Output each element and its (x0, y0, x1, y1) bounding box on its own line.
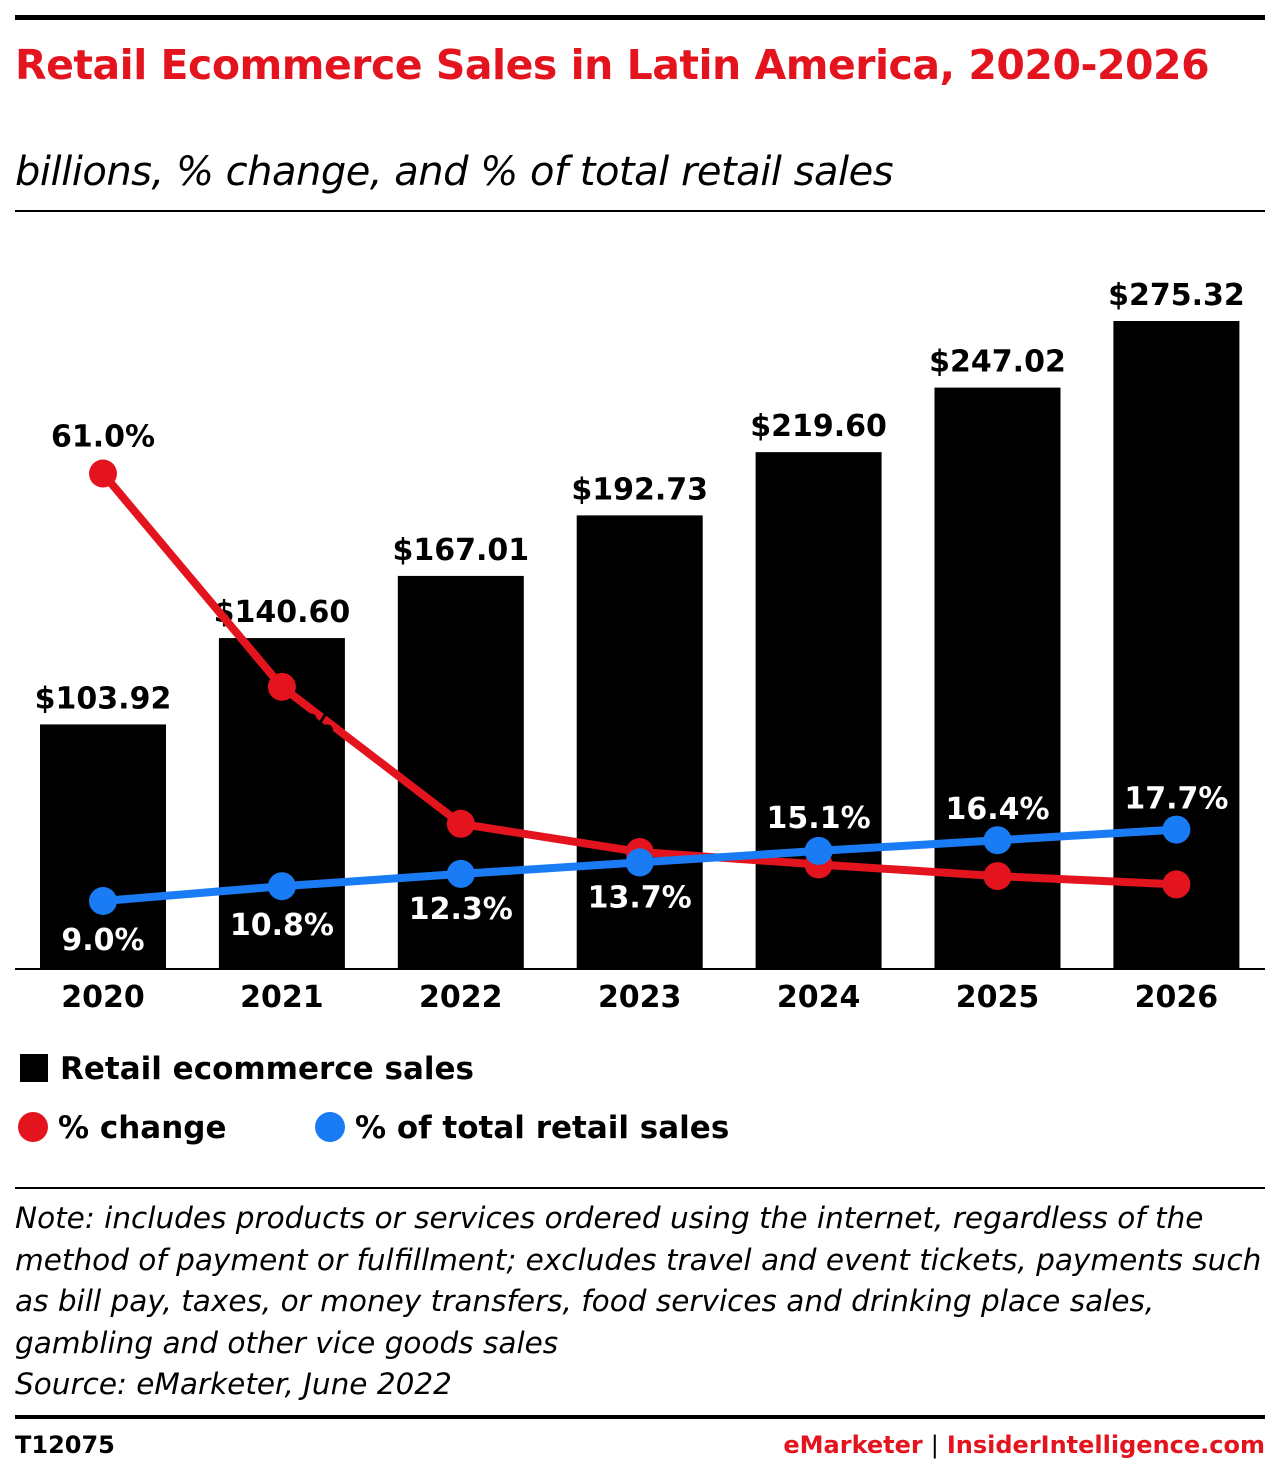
share-label-2022: 12.3% (409, 892, 513, 927)
share-label-2020: 9.0% (61, 923, 144, 958)
legend-share-swatch (315, 1112, 345, 1142)
bar-2022 (397, 575, 524, 969)
change-label-2026: 11.5% (1124, 902, 1228, 937)
chart-title: Retail Ecommerce Sales in Latin America,… (15, 41, 1210, 89)
change-label-2020: 61.0% (51, 420, 155, 455)
share-point-2023 (625, 848, 654, 877)
share-label-2026: 17.7% (1124, 782, 1228, 817)
x-tick-2026: 2026 (1135, 980, 1219, 1015)
change-point-2026 (1162, 870, 1191, 899)
brand-separator: | (930, 1431, 939, 1459)
footer-rule (15, 1415, 1265, 1419)
bar-label-2022: $167.01 (392, 533, 529, 568)
change-label-2023: 15.4% (588, 788, 692, 823)
x-tick-2024: 2024 (777, 980, 861, 1015)
legend-share: % of total retail sales (315, 1108, 729, 1148)
change-point-2022 (446, 809, 475, 838)
bar-label-2025: $247.02 (929, 345, 1066, 380)
share-label-2023: 13.7% (588, 880, 692, 915)
brand-emarketer: eMarketer (783, 1431, 923, 1459)
bar-2020 (40, 724, 166, 969)
legend-change-label: % change (58, 1110, 227, 1146)
x-tick-2025: 2025 (956, 980, 1040, 1015)
bar-2024 (755, 452, 882, 969)
legend-sales-label: Retail ecommerce sales (60, 1051, 474, 1087)
share-label-2025: 16.4% (945, 792, 1049, 827)
share-point-2020 (89, 887, 117, 915)
top-rule (15, 15, 1265, 20)
x-tick-2021: 2021 (240, 980, 324, 1015)
bar-label-2023: $192.73 (571, 472, 708, 507)
footnote: Note: includes products or services orde… (15, 1198, 1265, 1406)
combo-chart: $103.92 $140.60 $167.01 $192.73 $219.60 $247.… (15, 278, 1265, 1015)
change-point-2020 (89, 459, 117, 488)
change-label-2025: 12.5% (945, 894, 1049, 929)
legend-change-swatch (18, 1112, 48, 1142)
change-label-2022: 18.8% (409, 754, 513, 789)
share-point-2025 (983, 826, 1012, 855)
chart-id: T12075 (15, 1431, 115, 1459)
x-tick-2020: 2020 (61, 980, 145, 1015)
bar-2023 (576, 515, 703, 969)
legend-sales-swatch (20, 1054, 48, 1082)
bar-label-2026: $275.32 (1108, 278, 1245, 313)
note-divider (15, 1187, 1265, 1189)
share-label-2021: 10.8% (230, 908, 334, 943)
brand-insider-intelligence: InsiderIntelligence.com (946, 1431, 1265, 1459)
bar-label-2021: $140.60 (214, 595, 351, 630)
note-text: Note: includes products or services orde… (15, 1201, 1262, 1360)
x-tick-2023: 2023 (598, 980, 682, 1015)
share-point-2021 (267, 872, 296, 901)
change-point-2021 (267, 672, 296, 701)
legend-change: % change (18, 1108, 227, 1148)
share-label-2024: 15.1% (767, 801, 871, 836)
bar-2026 (1113, 321, 1240, 969)
legend-share-label: % of total retail sales (355, 1110, 730, 1146)
brand-footer: eMarketer | InsiderIntelligence.com (783, 1430, 1265, 1460)
share-point-2022 (446, 859, 475, 888)
change-label-2024: 13.9% (767, 886, 871, 921)
source-text: Source: eMarketer, June 2022 (15, 1367, 452, 1401)
change-label-2021: 35.3% (230, 709, 334, 744)
bar-label-2020: $103.92 (35, 681, 172, 716)
bar-label-2024: $219.60 (750, 409, 887, 444)
change-point-2025 (983, 862, 1012, 891)
chart-subtitle: billions, % change, and % of total retai… (15, 149, 894, 195)
share-point-2026 (1162, 815, 1191, 844)
legend-sales: Retail ecommerce sales (20, 1049, 474, 1089)
x-tick-2022: 2022 (419, 980, 503, 1015)
header-divider (15, 210, 1265, 212)
share-point-2024 (804, 836, 833, 865)
